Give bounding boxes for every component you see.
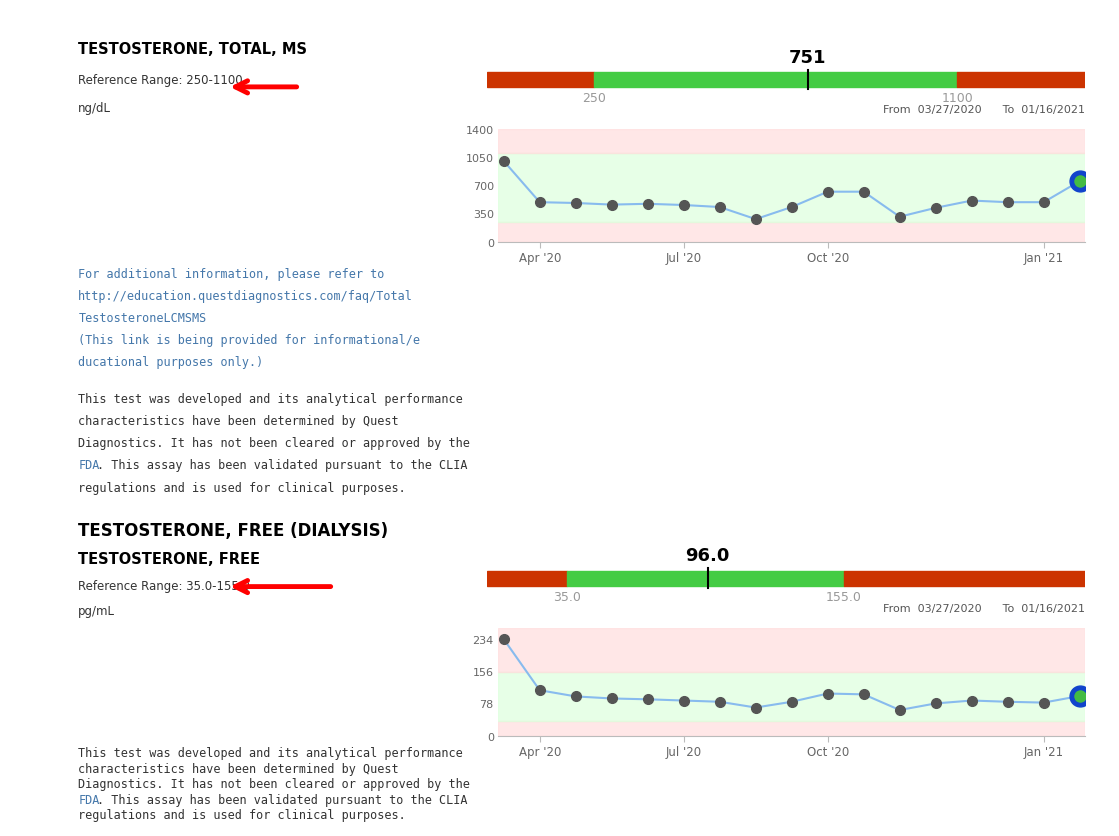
- Text: Diagnostics. It has not been cleared or approved by the: Diagnostics. It has not been cleared or …: [78, 437, 470, 450]
- Text: Diagnostics. It has not been cleared or approved by the: Diagnostics. It has not been cleared or …: [78, 777, 470, 791]
- Text: 1100: 1100: [941, 92, 974, 105]
- Text: ng/dL: ng/dL: [78, 102, 111, 115]
- Text: TESTOSTERONE, TOTAL, MS: TESTOSTERONE, TOTAL, MS: [78, 42, 308, 57]
- Text: 96.0: 96.0: [686, 547, 730, 565]
- Bar: [567, 572, 844, 587]
- Bar: [844, 572, 1085, 587]
- Text: From  03/27/2020      To  01/16/2021: From 03/27/2020 To 01/16/2021: [883, 104, 1085, 115]
- Text: TESTOSTERONE, FREE (DIALYSIS): TESTOSTERONE, FREE (DIALYSIS): [78, 521, 388, 539]
- Text: http://education.questdiagnostics.com/faq/Total: http://education.questdiagnostics.com/fa…: [78, 289, 413, 303]
- Text: FDA: FDA: [78, 459, 100, 472]
- Text: 155.0: 155.0: [826, 590, 862, 604]
- Text: TestosteroneLCMSMS: TestosteroneLCMSMS: [78, 312, 207, 324]
- Text: From  03/27/2020      To  01/16/2021: From 03/27/2020 To 01/16/2021: [883, 604, 1085, 614]
- Text: ducational purposes only.): ducational purposes only.): [78, 355, 264, 369]
- Bar: [498, 721, 1085, 736]
- Text: TESTOSTERONE, FREE: TESTOSTERONE, FREE: [78, 552, 261, 567]
- Bar: [498, 672, 1085, 721]
- Text: Reference Range: 250-1100: Reference Range: 250-1100: [78, 74, 243, 87]
- Text: characteristics have been determined by Quest: characteristics have been determined by …: [78, 415, 399, 428]
- Bar: [487, 572, 567, 587]
- Text: pg/mL: pg/mL: [78, 604, 115, 617]
- Bar: [594, 74, 957, 89]
- Text: FDA: FDA: [78, 793, 100, 806]
- Text: 35.0: 35.0: [554, 590, 581, 604]
- Bar: [487, 74, 594, 89]
- Text: Reference Range: 35.0-155.0: Reference Range: 35.0-155.0: [78, 579, 251, 592]
- Text: For additional information, please refer to: For additional information, please refer…: [78, 268, 385, 281]
- Text: . This assay has been validated pursuant to the CLIA: . This assay has been validated pursuant…: [97, 793, 468, 806]
- Text: characteristics have been determined by Quest: characteristics have been determined by …: [78, 762, 399, 775]
- Bar: [498, 154, 1085, 222]
- Bar: [498, 629, 1085, 672]
- Bar: [498, 222, 1085, 242]
- Bar: [957, 74, 1085, 89]
- Text: regulations and is used for clinical purposes.: regulations and is used for clinical pur…: [78, 481, 406, 494]
- Text: (This link is being provided for informational/e: (This link is being provided for informa…: [78, 334, 421, 347]
- Text: 250: 250: [582, 92, 605, 105]
- Text: This test was developed and its analytical performance: This test was developed and its analytic…: [78, 393, 463, 406]
- Text: regulations and is used for clinical purposes.: regulations and is used for clinical pur…: [78, 808, 406, 822]
- Text: . This assay has been validated pursuant to the CLIA: . This assay has been validated pursuant…: [97, 459, 468, 472]
- Bar: [498, 130, 1085, 154]
- Text: This test was developed and its analytical performance: This test was developed and its analytic…: [78, 747, 463, 760]
- Text: 751: 751: [789, 48, 827, 66]
